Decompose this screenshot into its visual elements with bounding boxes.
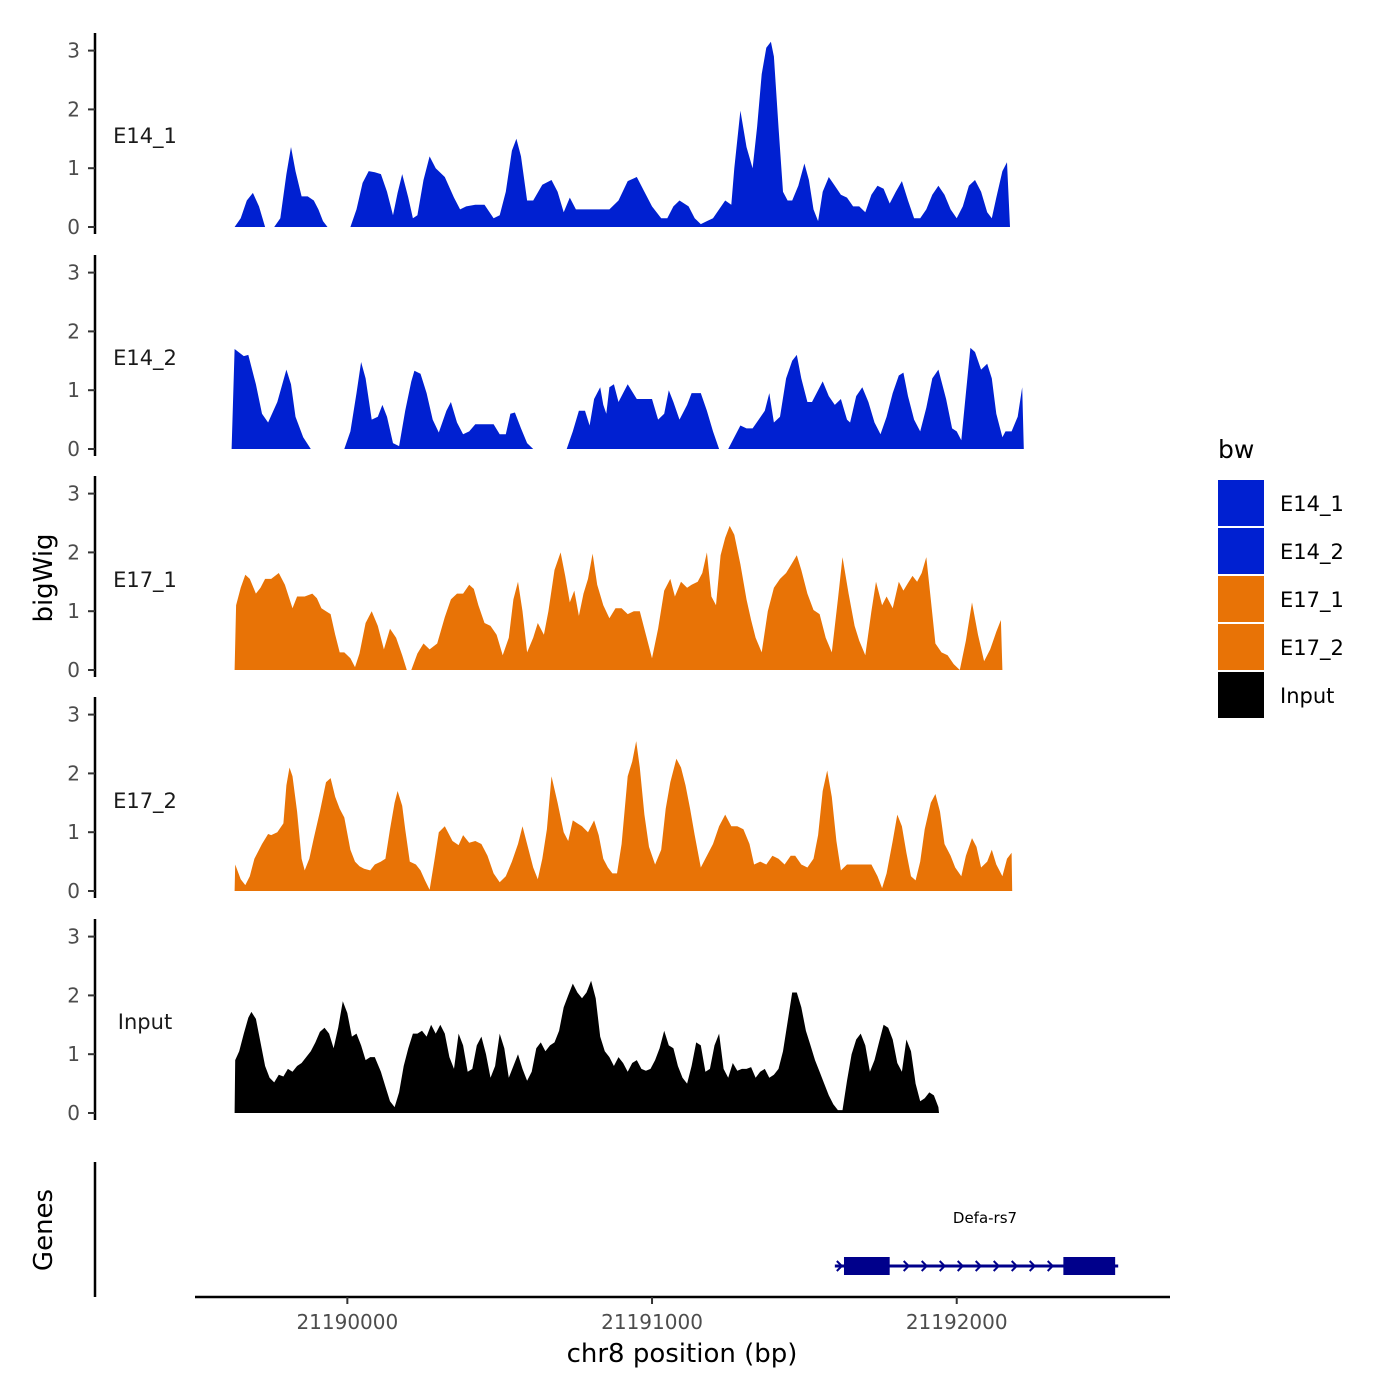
gene-strand-arrow-10 — [1046, 1260, 1055, 1272]
y-tick-label-e17-1-0: 0 — [67, 658, 80, 682]
y-axis-title: bigWig — [29, 533, 59, 622]
x-tick-label-21192000: 21192000 — [906, 1310, 1008, 1334]
track-label-e14-1: E14_1 — [113, 124, 177, 149]
gene-strand-arrow-11 — [1109, 1260, 1117, 1272]
track-label-input: Input — [118, 1010, 172, 1034]
x-axis: 21190000 21191000 21192000 chr8 position (… — [195, 1295, 1170, 1369]
genes-panel: Genes Defa-rs7 — [29, 1162, 1119, 1297]
legend-swatch-e14-1 — [1218, 480, 1264, 526]
area-e14-2-segment-3 — [566, 347, 1024, 449]
genes-panel-title: Genes — [29, 1189, 59, 1271]
legend-swatch-input — [1218, 672, 1264, 718]
track-panel-e14-2: E14_2 0 1 2 3 — [67, 255, 1024, 461]
y-axis-e14-2: 0 1 2 3 — [67, 255, 97, 461]
legend-swatch-e17-1 — [1218, 576, 1264, 622]
y-tick-label-e14-2-3: 3 — [67, 261, 80, 285]
x-tick-label-21190000: 21190000 — [296, 1310, 398, 1334]
x-tick-label-21191000: 21191000 — [601, 1310, 703, 1334]
y-tick-label-e17-1-2: 2 — [67, 540, 80, 564]
y-tick-label-e17-1-3: 3 — [67, 482, 80, 506]
gene-strand-arrow-1 — [836, 1260, 844, 1272]
legend-label-input: Input — [1280, 684, 1334, 708]
y-axis-e14-1: 0 1 2 3 — [67, 33, 97, 239]
y-tick-label-input-3: 3 — [67, 925, 80, 949]
area-e14-1-segment-2 — [350, 41, 1010, 227]
gene-label-defa-rs7: Defa-rs7 — [953, 1209, 1017, 1227]
y-axis-input: 0 1 2 3 — [67, 919, 97, 1125]
y-tick-label-input-0: 0 — [67, 1101, 80, 1125]
legend-label-e14-1: E14_1 — [1280, 492, 1344, 517]
area-input-segment-1 — [234, 980, 940, 1113]
legend-title: bw — [1218, 435, 1254, 464]
y-tick-label-e14-1-1: 1 — [67, 156, 80, 180]
track-panel-input: Input 0 1 2 3 — [67, 919, 940, 1125]
y-tick-label-e17-2-0: 0 — [67, 879, 80, 903]
gene-strand-arrow-8 — [1010, 1260, 1019, 1272]
gene-exon-1 — [843, 1257, 890, 1275]
track-panel-e14-1: E14_1 0 1 2 3 — [67, 33, 1010, 239]
y-tick-label-input-2: 2 — [67, 983, 80, 1007]
y-axis-e17-2: 0 1 2 3 — [67, 697, 97, 903]
y-tick-label-input-1: 1 — [67, 1042, 80, 1066]
y-tick-label-e17-2-2: 2 — [67, 761, 80, 785]
gene-strand-arrow-5 — [956, 1260, 965, 1272]
gene-strand-arrow-2 — [902, 1260, 911, 1272]
y-tick-label-e14-2-0: 0 — [67, 437, 80, 461]
y-tick-label-e14-1-0: 0 — [67, 215, 80, 239]
legend-swatch-e17-2 — [1218, 624, 1264, 670]
gene-strand-arrow-7 — [992, 1260, 1001, 1272]
y-tick-label-e14-1-3: 3 — [67, 39, 80, 63]
track-label-e17-2: E17_2 — [113, 789, 177, 814]
gene-model-defa-rs7 — [834, 1257, 1119, 1275]
y-tick-label-e14-2-1: 1 — [67, 378, 80, 402]
area-e14-2-segment-1 — [231, 349, 311, 449]
legend: bw E14_1 E14_2 E17_1 E17_2 Input — [1218, 435, 1344, 718]
area-e17-1-segment-2 — [411, 525, 1003, 670]
legend-swatch-e14-2 — [1218, 528, 1264, 574]
y-axis-e17-1: 0 1 2 3 — [67, 476, 97, 682]
track-panel-e17-1: E17_1 0 1 2 3 — [67, 476, 1003, 682]
area-e17-1-segment-1 — [234, 573, 407, 670]
track-label-e17-1: E17_1 — [113, 568, 177, 593]
gene-strand-arrow-6 — [974, 1260, 983, 1272]
legend-label-e14-2: E14_2 — [1280, 540, 1344, 565]
track-label-e14-2: E14_2 — [113, 346, 177, 371]
area-e17-2-segment-1 — [234, 741, 1013, 891]
gene-strand-arrow-4 — [938, 1260, 947, 1272]
y-tick-label-e17-2-3: 3 — [67, 703, 80, 727]
y-tick-label-e14-1-2: 2 — [67, 97, 80, 121]
legend-label-e17-2: E17_2 — [1280, 636, 1344, 661]
y-tick-label-e14-2-2: 2 — [67, 319, 80, 343]
legend-label-e17-1: E17_1 — [1280, 588, 1344, 613]
y-tick-label-e17-2-1: 1 — [67, 820, 80, 844]
track-panel-e17-2: E17_2 0 1 2 3 — [67, 697, 1013, 903]
gene-strand-arrow-3 — [920, 1260, 929, 1272]
area-e14-2-segment-2 — [344, 362, 534, 449]
x-axis-title: chr8 position (bp) — [567, 1339, 798, 1369]
y-tick-label-e17-1-1: 1 — [67, 599, 80, 623]
gene-exon-2 — [1063, 1257, 1116, 1275]
area-e14-1-segment-1 — [234, 147, 328, 227]
gene-strand-arrow-9 — [1028, 1260, 1037, 1272]
